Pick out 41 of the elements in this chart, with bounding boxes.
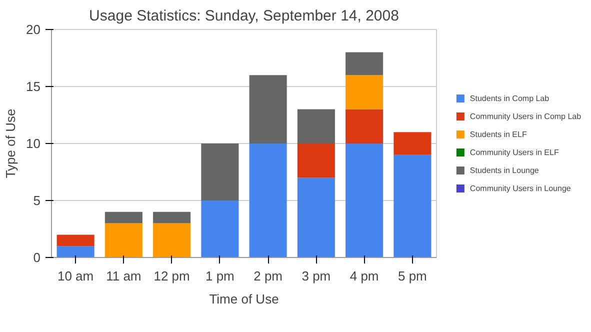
bar [201,200,239,258]
bar [297,178,335,258]
y-tick-label: 10 [26,136,41,151]
x-tick-label: 4 pm [350,268,379,284]
chart-title: Usage Statistics: Sunday, September 14, 2008 [89,8,399,24]
bar [56,234,94,246]
bar [104,223,142,258]
legend-label: Community Users in Lounge [470,183,571,193]
y-tick-label: 20 [26,22,41,37]
x-tick-label: 1 pm [205,268,234,284]
bar [104,212,142,224]
y-tick-label: 5 [33,193,41,208]
x-tick-label: 5 pm [398,268,427,284]
bar [201,144,239,200]
bar [249,144,287,258]
bar [394,154,432,258]
bar [346,52,384,76]
legend-label: Students in Lounge [470,165,539,175]
x-tick-label: 2 pm [254,268,283,284]
bar [346,109,384,144]
bar [297,109,335,144]
x-tick-label: 10 am [57,268,94,284]
bar [153,212,191,224]
bar [56,246,94,258]
bar [346,75,384,110]
x-tick-label: 12 pm [154,268,190,284]
legend-label: Community Users in ELF [470,147,559,157]
legend-label: Students in Comp Lab [470,93,550,103]
x-tick-label: 11 am [106,268,142,284]
y-tick-label: 0 [33,250,41,265]
legend-label: Students in ELF [470,129,527,139]
bar [394,132,432,155]
legend-label: Community Users in Comp Lab [470,111,582,121]
bar [297,144,335,178]
bar [346,144,384,258]
y-axis-title: Type of Use [3,108,18,178]
x-tick-label: 3 pm [302,268,331,284]
bar [153,223,191,258]
y-tick-label: 15 [26,79,41,94]
bar [249,75,287,144]
x-axis-title: Time of Use [209,292,279,306]
